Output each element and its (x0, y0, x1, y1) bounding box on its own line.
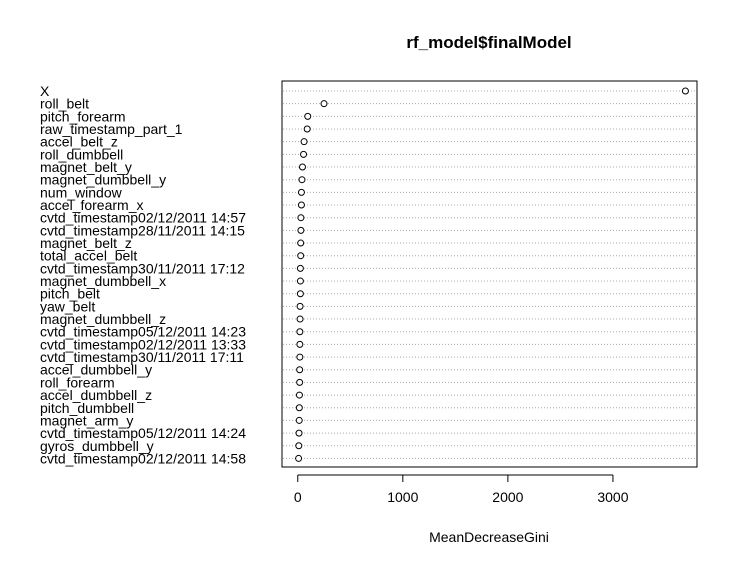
category-label: total_accel_belt (40, 248, 137, 264)
data-point (298, 163, 306, 171)
category-label: yaw_belt (40, 298, 95, 314)
data-point (296, 264, 304, 272)
category-label: pitch_belt (40, 286, 100, 302)
category-label: cvtd_timestamp30/11/2011 17:11 (40, 349, 244, 365)
data-points (295, 87, 689, 462)
category-label: magnet_belt_z (40, 235, 132, 251)
category-label: roll_dumbbell (40, 146, 123, 162)
category-label: magnet_dumbbell_z (40, 311, 166, 327)
data-point (295, 391, 303, 399)
category-labels: Xroll_beltpitch_forearmraw_timestamp_par… (40, 83, 246, 466)
data-point (320, 100, 328, 108)
data-point (304, 112, 312, 120)
category-label: accel_belt_z (40, 134, 118, 150)
data-point (295, 404, 303, 412)
data-point (296, 277, 304, 285)
plot-frame (281, 80, 698, 468)
x-tick-label: 1000 (387, 489, 418, 505)
data-point (296, 302, 304, 310)
data-point (298, 176, 306, 184)
data-point (303, 125, 311, 133)
chart-title: rf_model$finalModel (406, 33, 571, 52)
data-point (297, 239, 305, 247)
data-point (297, 214, 305, 222)
category-label: cvtd_timestamp05/12/2011 14:23 (40, 324, 246, 340)
category-label: accel_dumbbell_y (40, 362, 152, 378)
category-label: cvtd_timestamp28/11/2011 14:15 (40, 222, 245, 238)
data-point (297, 226, 305, 234)
category-label: roll_belt (40, 96, 89, 112)
x-axis-title: MeanDecreaseGini (429, 529, 549, 545)
data-point (297, 252, 305, 260)
category-label: raw_timestamp_part_1 (40, 121, 183, 137)
data-point (296, 366, 304, 374)
data-point (295, 442, 303, 450)
data-point (296, 353, 304, 361)
data-point (296, 340, 304, 348)
data-point (297, 201, 305, 209)
data-point (295, 454, 303, 462)
category-label: magnet_belt_y (40, 159, 132, 175)
data-point (296, 315, 304, 323)
data-point (295, 429, 303, 437)
grid-lines (283, 90, 696, 459)
category-label: cvtd_timestamp05/12/2011 14:24 (40, 425, 246, 441)
category-label: num_window (40, 184, 123, 200)
x-tick-label: 2000 (492, 489, 523, 505)
category-label: cvtd_timestamp02/12/2011 14:58 (40, 450, 246, 466)
data-point (296, 328, 304, 336)
category-label: pitch_dumbbell (40, 400, 134, 416)
category-label: cvtd_timestamp02/12/2011 14:57 (40, 210, 246, 226)
category-label: roll_forearm (40, 374, 115, 390)
data-point (295, 416, 303, 424)
category-label: magnet_dumbbell_y (40, 172, 166, 188)
category-label: cvtd_timestamp30/11/2011 17:12 (40, 260, 245, 276)
data-point (300, 150, 308, 158)
data-point (681, 87, 689, 95)
x-axis: 0 1000 2000 3000 (294, 474, 629, 505)
category-label: pitch_forearm (40, 108, 126, 124)
category-label: accel_dumbbell_z (40, 387, 152, 403)
x-tick-label: 3000 (597, 489, 628, 505)
category-label: X (40, 83, 50, 99)
data-point (300, 138, 308, 146)
category-label: magnet_dumbbell_x (40, 273, 166, 289)
data-point (296, 378, 304, 386)
data-point (297, 188, 305, 196)
data-point (296, 290, 304, 298)
x-tick-label: 0 (294, 489, 302, 505)
category-label: magnet_arm_y (40, 412, 133, 428)
category-label: accel_forearm_x (40, 197, 144, 213)
category-label: gyros_dumbbell_y (40, 438, 154, 454)
category-label: cvtd_timestamp02/12/2011 13:33 (40, 336, 246, 352)
